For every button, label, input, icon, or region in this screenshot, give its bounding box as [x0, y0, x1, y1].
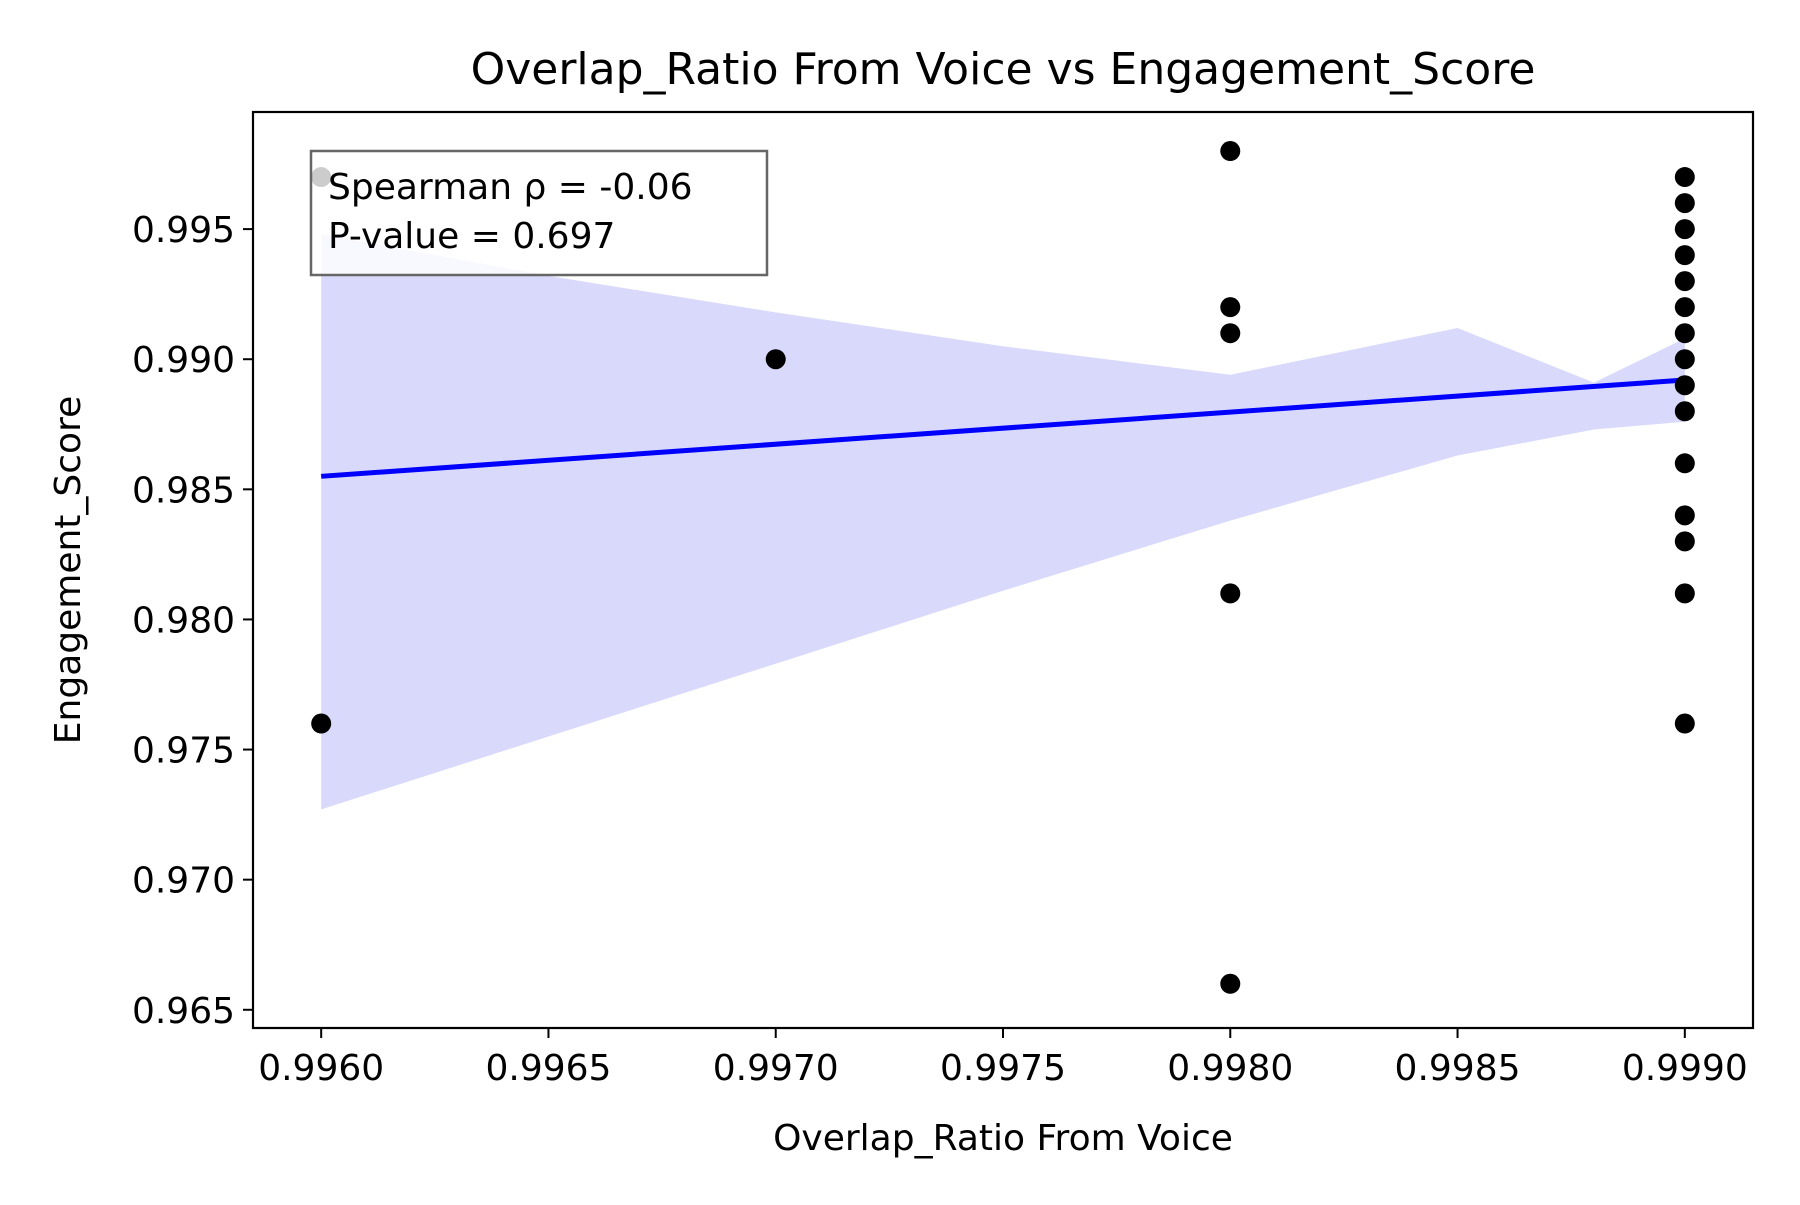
x-axis-ticks: 0.9960 0.9965 0.9970 0.9975 0.9980 0.9985 0.99… [258, 1028, 1748, 1089]
data-point [1220, 297, 1241, 318]
stats-annotation: Spearman ρ = -0.06 P-value = 0.697 [309, 149, 769, 277]
x-tick-label: 0.9980 [1167, 1048, 1293, 1089]
data-point [1220, 583, 1241, 604]
y-tick-label: 0.970 [132, 861, 235, 902]
x-tick-label: 0.9975 [940, 1048, 1066, 1089]
annotation-pvalue: P-value = 0.697 [328, 216, 615, 257]
data-point [1674, 297, 1695, 318]
confidence-band-layer [321, 234, 1685, 810]
data-point [1674, 583, 1695, 604]
data-point [1220, 323, 1241, 344]
x-tick-label: 0.9965 [485, 1048, 611, 1089]
data-point [1674, 193, 1695, 214]
y-tick-label: 0.980 [132, 600, 235, 641]
y-tick-label: 0.965 [132, 991, 235, 1032]
data-point [1674, 375, 1695, 396]
y-tick-label: 0.990 [132, 340, 235, 381]
annotation-box [309, 149, 769, 277]
confidence-band [321, 234, 1685, 810]
data-point [1674, 505, 1695, 526]
y-tick-label: 0.995 [132, 210, 235, 251]
x-axis-label: Overlap_Ratio From Voice [773, 1118, 1233, 1159]
data-point [1674, 401, 1695, 422]
data-point [1674, 271, 1695, 292]
y-axis-label: Engagement_Score [48, 396, 89, 744]
data-point [1674, 453, 1695, 474]
annotation-spearman: Spearman ρ = -0.06 [328, 167, 693, 208]
y-axis-ticks: 0.965 0.970 0.975 0.980 0.985 0.990 0.995 [132, 210, 253, 1032]
data-point [311, 713, 332, 734]
y-tick-label: 0.975 [132, 731, 235, 772]
x-tick-label: 0.9970 [713, 1048, 839, 1089]
regression-line-layer [321, 377, 1685, 479]
data-point [1220, 973, 1241, 994]
data-point [1674, 167, 1695, 188]
x-tick-label: 0.9960 [258, 1048, 384, 1089]
data-point [1674, 349, 1695, 370]
data-point [1674, 245, 1695, 266]
data-point [1674, 323, 1695, 344]
y-tick-label: 0.985 [132, 470, 235, 511]
x-tick-label: 0.9990 [1622, 1048, 1748, 1089]
x-tick-label: 0.9985 [1395, 1048, 1521, 1089]
data-point [1674, 531, 1695, 552]
data-point [765, 349, 786, 370]
regression-line [321, 377, 1685, 479]
data-points-layer [311, 141, 1695, 994]
data-point [1674, 219, 1695, 240]
data-point [1674, 713, 1695, 734]
data-point [1220, 141, 1241, 162]
chart-title: Overlap_Ratio From Voice vs Engagement_S… [471, 44, 1536, 95]
